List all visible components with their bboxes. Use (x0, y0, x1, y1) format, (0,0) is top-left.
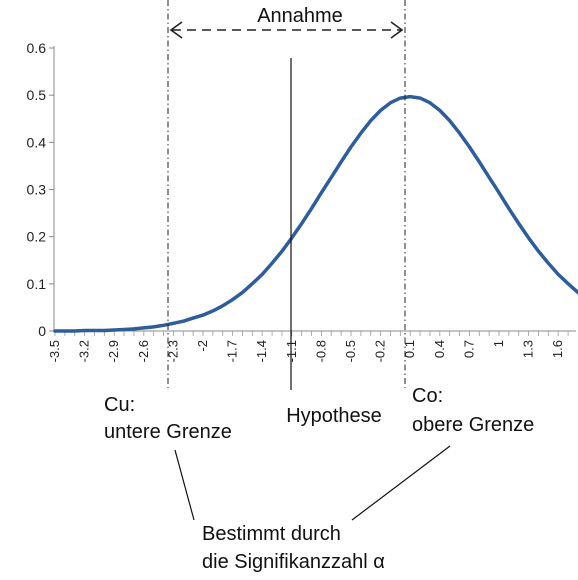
y-tick-label: 0.4 (27, 134, 47, 150)
bestimmt-label-line2: die Signifikanzzahl α (202, 551, 385, 573)
cu-pointer-line (174, 449, 195, 521)
x-tick-label: -2.3 (165, 340, 180, 362)
y-tick-label: 0.5 (27, 87, 47, 103)
bestimmt-label-line1: Bestimmt durch (202, 523, 341, 545)
x-tick-label: 0.4 (432, 340, 447, 358)
y-tick-label: 0 (38, 323, 46, 339)
x-tick-label: -0.5 (343, 340, 358, 362)
y-tick-label: 0.6 (27, 40, 47, 56)
x-tick-label: -2.6 (136, 340, 151, 362)
y-tick-label: 0.3 (27, 182, 47, 198)
hypothese-label: Hypothese (286, 405, 382, 427)
co-label-line1: Co: (412, 385, 443, 407)
cu-label-line2: untere Grenze (104, 421, 232, 443)
x-tick-label: 1.3 (521, 340, 536, 358)
x-tick-label: -1.4 (254, 340, 269, 362)
annahme-arrow-right-head (390, 21, 404, 39)
series-group (53, 94, 578, 333)
co-label-line2: obere Grenze (412, 414, 534, 436)
x-tick-label: 1.6 (550, 340, 565, 358)
marker-lines (167, 0, 451, 521)
y-ticks: 0 0.1 0.2 0.3 0.4 0.5 0.6 (27, 40, 54, 339)
x-tick-label: 0.7 (461, 340, 476, 358)
x-tick-label: -1.7 (225, 340, 240, 362)
x-tick-label: 0.1 (402, 340, 417, 358)
x-tick-label: -0.2 (373, 340, 388, 362)
annahme-arrow-left-head (169, 21, 183, 39)
co-pointer-line (351, 445, 451, 521)
x-tick-label: 1 (491, 340, 506, 347)
y-tick-label: 0.2 (27, 229, 47, 245)
annotations: Annahme Cu: untere Grenze Hypothese Co: … (104, 5, 534, 573)
cu-label-line1: Cu: (104, 394, 135, 416)
x-tick-label: -2 (195, 340, 210, 352)
x-tick-label: -3.5 (47, 340, 62, 362)
series-line-0 (53, 94, 578, 333)
x-tick-label: -0.8 (313, 340, 328, 362)
y-tick-label: 0.1 (27, 276, 47, 292)
x-tick-label: -2.9 (106, 340, 121, 362)
x-ticks: -3.5 -3.2 -2.9 -2.6 -2.3 -2 -1.7 -1.4 -1.1 -0.8 -0… (47, 331, 569, 362)
x-tick-label: -3.2 (77, 340, 92, 362)
annahme-label: Annahme (257, 5, 343, 27)
